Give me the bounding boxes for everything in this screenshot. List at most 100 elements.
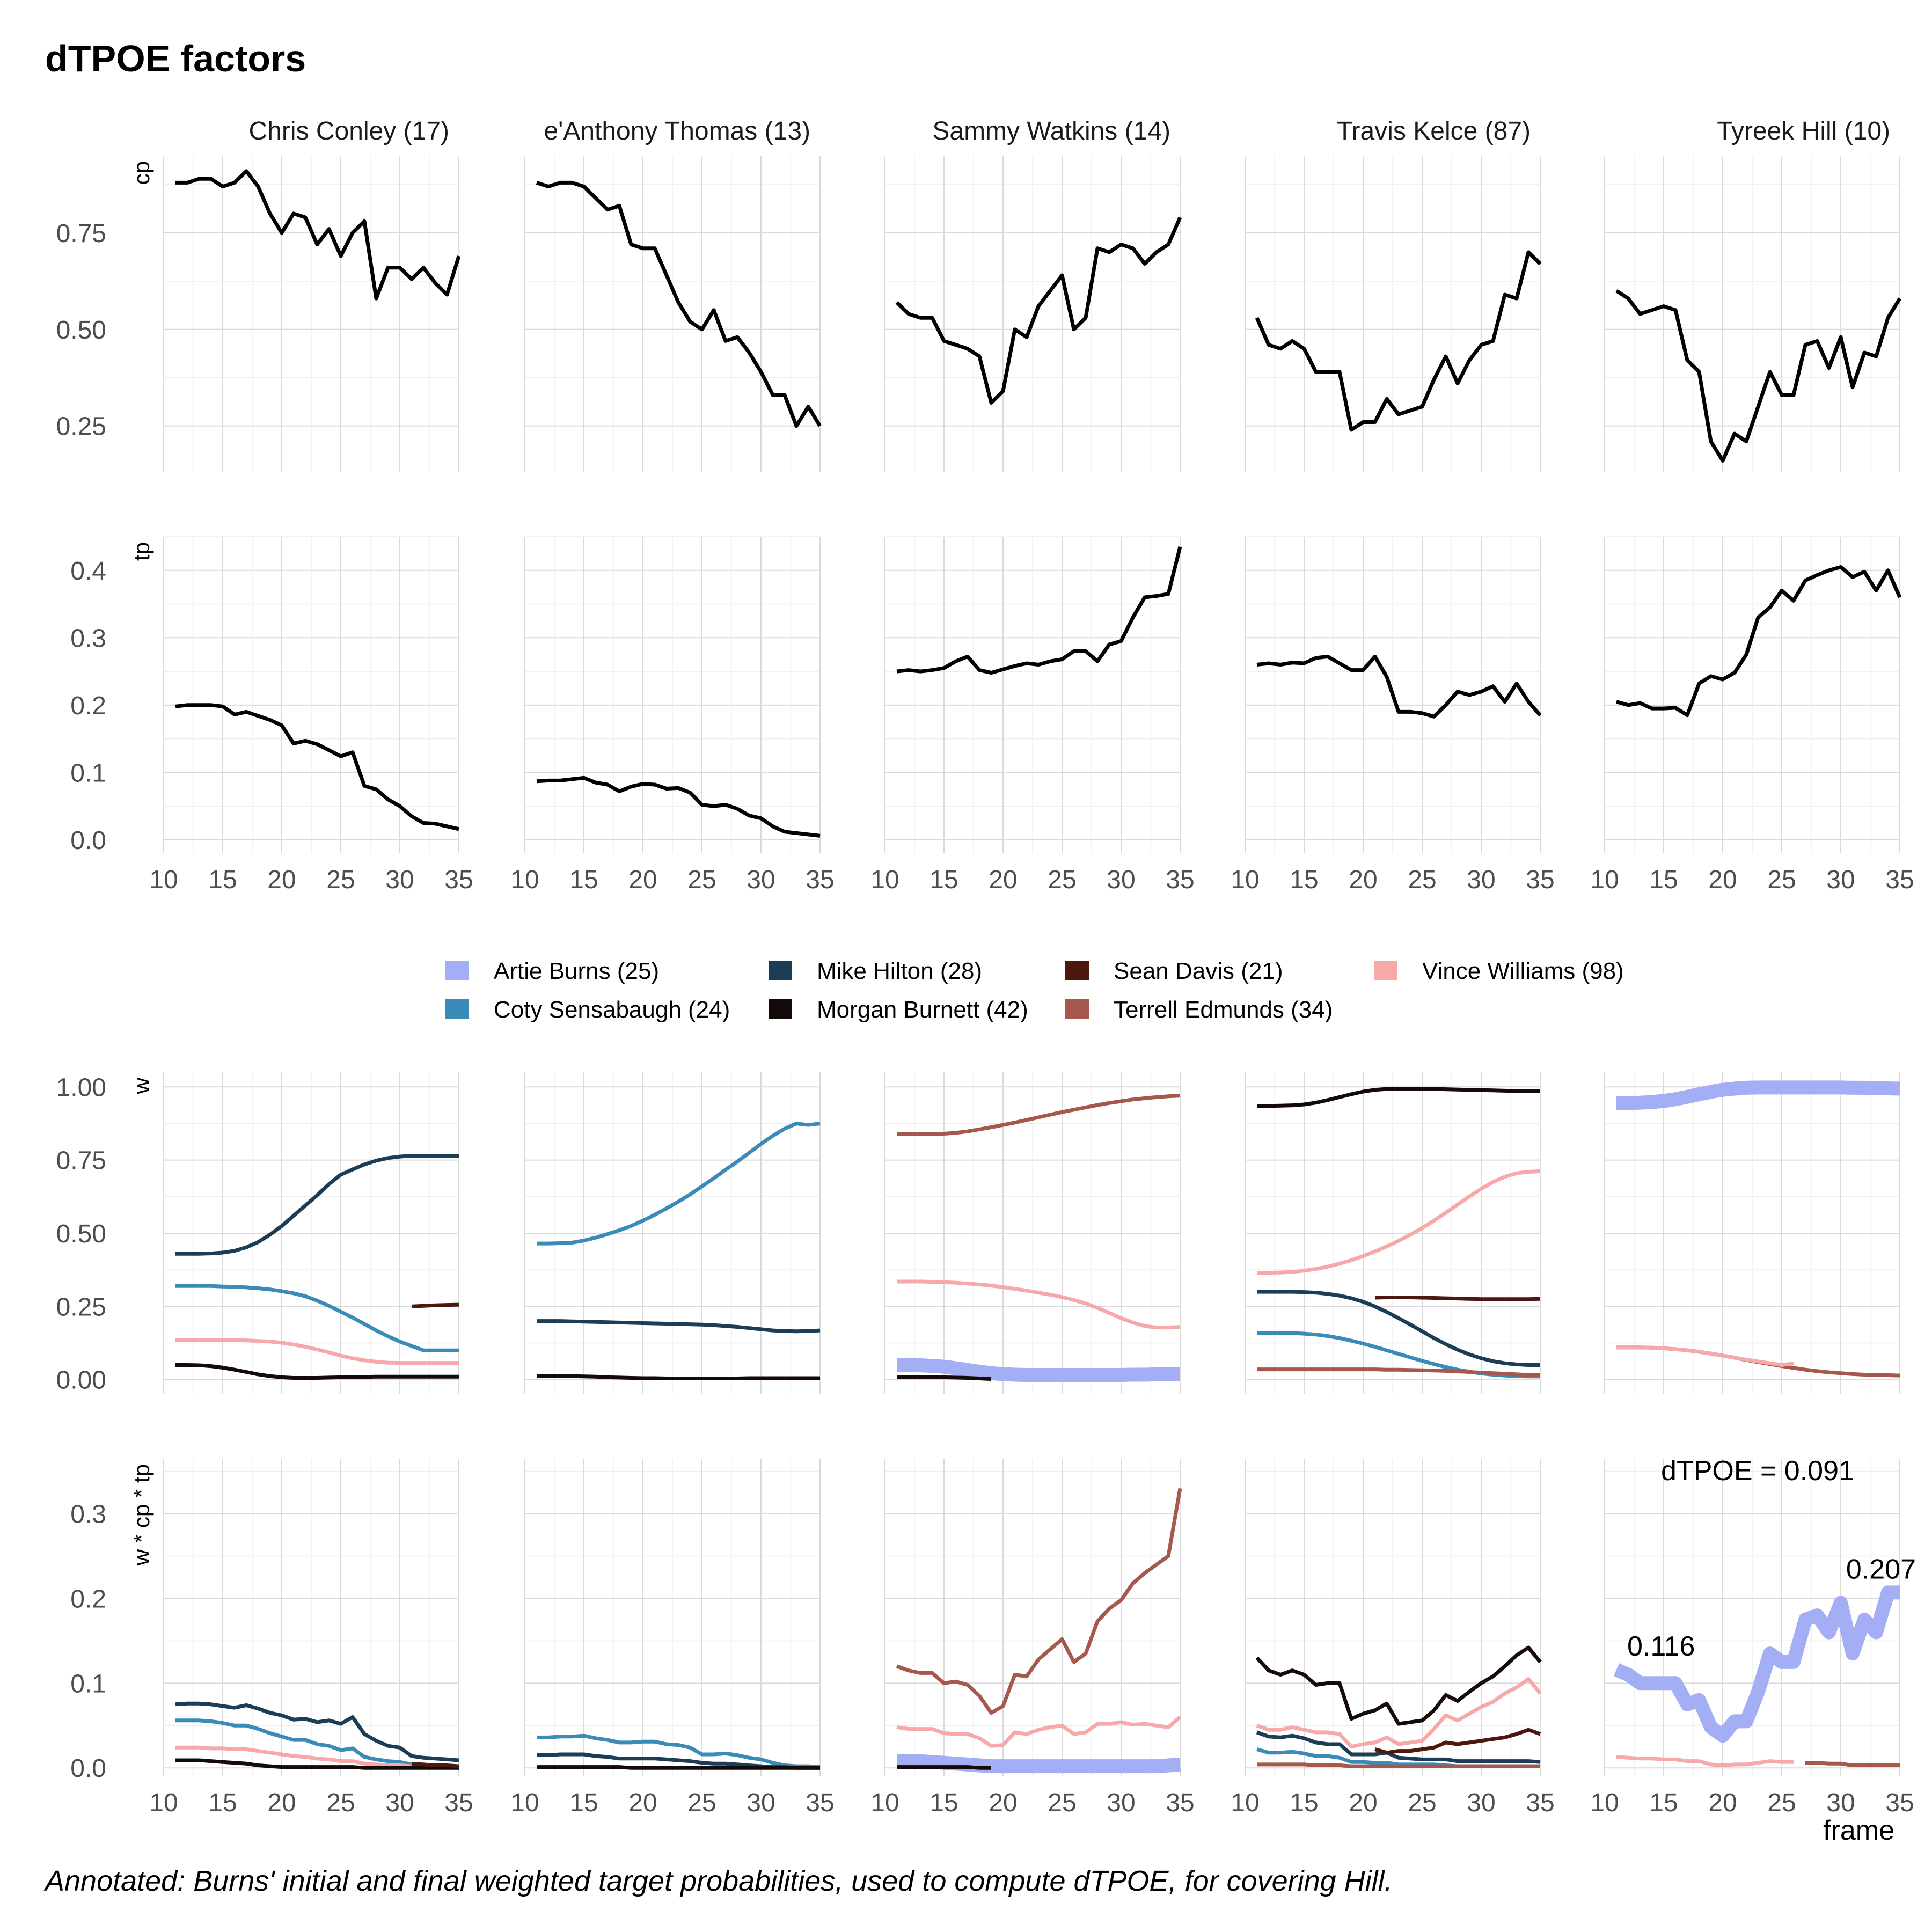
series-coty-sensabaugh-24-line-r2-c0: [175, 1284, 459, 1352]
series-value-line-r1-c4: [1616, 565, 1902, 718]
y-tick-label: 1.00: [56, 1073, 106, 1102]
strip-label-3: Travis Kelce (87): [1337, 117, 1531, 145]
legend-key-morgan-burnett-42: [769, 999, 792, 1019]
series-artie-burns-25-line-r2-c4: [1616, 1080, 1900, 1110]
panel-r1-c1: [524, 536, 821, 853]
y-tick-label: 0.50: [56, 316, 106, 345]
x-tick-label: 30: [1826, 866, 1855, 894]
x-tick-label: 10: [1231, 1789, 1259, 1817]
x-tick-label: 20: [267, 1789, 296, 1817]
legend-key-terrell-edmunds-34: [1065, 999, 1089, 1019]
x-tick-label: 20: [1708, 866, 1737, 894]
series-morgan-burnett-42-line-r2-c1: [537, 1374, 820, 1380]
legend-label-coty-sensabaugh-24: Coty Sensabaugh (24): [494, 997, 730, 1023]
x-tick-label: 15: [1649, 1789, 1678, 1817]
panel-r3-c1: [524, 1459, 821, 1776]
series-mike-hilton-28-line-r3-c3: [1256, 1730, 1541, 1764]
x-tick-label: 25: [1048, 866, 1076, 894]
x-tick-label: 15: [208, 1789, 237, 1817]
panel-r0-c1: [524, 156, 822, 472]
x-tick-label: 15: [569, 1789, 598, 1817]
series-vince-williams-98-line-r3-c2: [896, 1715, 1182, 1748]
x-tick-label: 25: [1048, 1789, 1076, 1817]
series-value-line-r0-c3: [1255, 250, 1542, 432]
x-tick-label: 30: [1467, 866, 1495, 894]
panel-r3-c0: [163, 1459, 459, 1776]
series-vince-williams-98-line-r2-c2: [897, 1279, 1181, 1330]
series-vince-williams-98-line-r2-c3: [1257, 1169, 1541, 1275]
series-coty-sensabaugh-24-line-r2-c1: [537, 1122, 821, 1246]
series-value-line-r0-c0: [175, 169, 461, 301]
series-vince-williams-98-line-r2-c0: [175, 1338, 459, 1365]
legend-key-artie-burns-25: [445, 961, 469, 980]
x-tick-label: 15: [930, 866, 958, 894]
x-tick-label: 30: [385, 1789, 414, 1817]
panel-r1-c2: [884, 536, 1182, 853]
legend-key-sean-davis-21: [1065, 961, 1089, 980]
series-value-line-r0-c2: [895, 216, 1182, 405]
legend-label-terrell-edmunds-34: Terrell Edmunds (34): [1114, 997, 1333, 1023]
x-tick-label: 25: [687, 866, 716, 894]
x-tick-label: 25: [687, 1789, 716, 1817]
y-tick-label: 0.2: [70, 1585, 106, 1613]
strip-label-1: e'Anthony Thomas (13): [544, 117, 810, 145]
series-value-line-r1-c3: [1256, 654, 1542, 719]
panel-r0-c3: [1245, 156, 1542, 472]
panel-r0-c4: [1604, 156, 1901, 472]
legend-label-sean-davis-21: Sean Davis (21): [1114, 958, 1283, 984]
series-vince-williams-98-line-r3-c3: [1256, 1677, 1542, 1749]
legend-label-mike-hilton-28: Mike Hilton (28): [817, 958, 982, 984]
series-sean-davis-21-line-r3-c3: [1374, 1728, 1541, 1755]
strip-label-2: Sammy Watkins (14): [932, 117, 1170, 145]
series-value-line-r0-c1: [536, 180, 822, 428]
x-tick-label: 35: [444, 866, 473, 894]
x-tick-label: 25: [326, 1789, 355, 1817]
series-morgan-burnett-42-line-r3-c2: [897, 1765, 991, 1770]
y-tick-label: 0.4: [70, 557, 106, 586]
x-tick-label: 20: [1349, 866, 1377, 894]
series-artie-burns-25-line-r2-c2: [897, 1358, 1180, 1382]
x-tick-label: 25: [1408, 866, 1436, 894]
y-tick-label: 0.50: [56, 1220, 106, 1248]
panel-r1-c0: [163, 536, 459, 853]
series-morgan-burnett-42-line-r3-c1: [537, 1765, 820, 1770]
y-tick-label: 0.1: [70, 1670, 106, 1698]
x-axis-label: frame: [1823, 1815, 1894, 1846]
panel-r3-c2: [884, 1459, 1182, 1776]
x-tick-label: 35: [1885, 1789, 1914, 1817]
panel-r0-c2: [884, 156, 1182, 472]
x-tick-label: 30: [1467, 1789, 1495, 1817]
x-tick-label: 15: [1649, 866, 1678, 894]
series-value-line-r1-c0: [175, 703, 459, 831]
y-tick-label: 0.25: [56, 1293, 106, 1321]
chart-caption: Annotated: Burns' initial and final weig…: [43, 1865, 1393, 1897]
x-tick-label: 25: [326, 866, 355, 894]
series-terrell-edmunds-34-line-r2-c2: [897, 1094, 1181, 1136]
x-tick-label: 35: [1526, 1789, 1554, 1817]
x-tick-label: 20: [989, 1789, 1017, 1817]
series-terrell-edmunds-34-line-r3-c3: [1257, 1762, 1540, 1768]
y-axis-title-1: tp: [129, 542, 154, 561]
series-value-line-r0-c4: [1615, 289, 1901, 463]
series-terrell-edmunds-34-line-r3-c2: [896, 1488, 1182, 1715]
x-tick-label: 10: [1590, 1789, 1619, 1817]
legend-label-vince-williams-98: Vince Williams (98): [1422, 958, 1624, 984]
x-tick-label: 10: [149, 1789, 178, 1817]
x-tick-label: 30: [1107, 1789, 1135, 1817]
annotation-1: 0.116: [1627, 1631, 1695, 1662]
x-tick-label: 30: [1826, 1789, 1855, 1817]
y-tick-label: 0.25: [56, 413, 106, 441]
panel-r1-c4: [1604, 536, 1902, 853]
x-tick-label: 10: [1231, 866, 1259, 894]
y-axis-title-3: w * cp * tp: [129, 1464, 154, 1566]
x-tick-label: 30: [1107, 866, 1135, 894]
panels-layer: Chris Conley (17) e'Anthony Thomas (13) Sa…: [56, 117, 1916, 1817]
series-vince-williams-98-line-r3-c4: [1616, 1755, 1794, 1767]
x-tick-label: 10: [870, 1789, 899, 1817]
y-axis-title-2: w: [129, 1077, 154, 1094]
panel-r2-c4: [1604, 1072, 1900, 1394]
series-mike-hilton-28-line-r2-c3: [1257, 1290, 1540, 1367]
x-tick-label: 10: [149, 866, 178, 894]
x-tick-label: 35: [444, 1789, 473, 1817]
